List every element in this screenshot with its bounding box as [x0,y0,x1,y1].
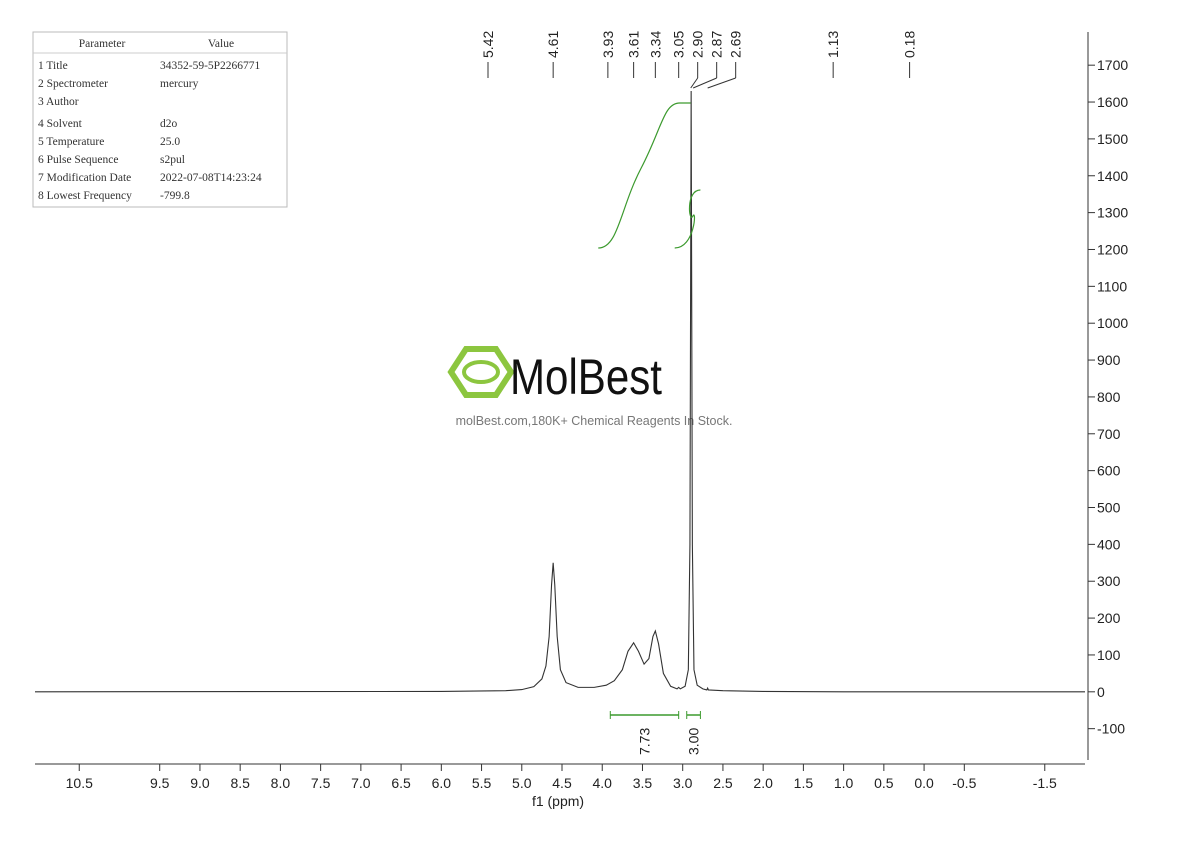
x-tick-label: 4.0 [593,775,613,791]
peak-label: 3.05 [671,31,687,58]
y-tick-label: 100 [1097,647,1121,663]
peak-label: 2.69 [728,31,744,58]
table-cell: 2 Spectrometer [38,78,108,90]
x-tick-label: 1.0 [834,775,854,791]
peak-connector [690,77,699,89]
logo-ring [462,360,500,384]
table-cell: -799.8 [160,190,190,202]
x-tick-label: 3.0 [673,775,693,791]
peak-label: 5.42 [480,31,496,58]
y-tick-label: 1500 [1097,131,1128,147]
table-cell: 34352-59-5P2266771 [160,60,261,72]
x-tick-label: 2.0 [753,775,773,791]
table-cell: 7 Modification Date [38,172,131,184]
x-tick-label: -1.5 [1033,775,1057,791]
integral-curve [598,102,691,249]
x-tick-label: 9.0 [190,775,210,791]
integral-curve [674,189,701,249]
table-cell: s2pul [160,154,185,166]
brand: MolBest [510,349,662,405]
peak-label: 3.61 [626,31,642,58]
x-tick-label: 5.5 [472,775,492,791]
table-cell: 8 Lowest Frequency [38,190,132,202]
x-tick-label: 5.0 [512,775,532,791]
y-tick-label: 1400 [1097,168,1128,184]
x-tick-label: 2.5 [713,775,733,791]
table-cell: d2o [160,118,178,130]
x-tick-label: 8.0 [271,775,291,791]
table-cell: 1 Title [38,60,68,72]
y-tick-label: -100 [1097,721,1125,737]
x-tick-label: 10.5 [66,775,93,791]
y-tick-label: 500 [1097,500,1121,516]
x-tick-label: -0.5 [952,775,976,791]
y-tick-label: 600 [1097,463,1121,479]
parameter-table: Parameter Value 1 Title 34352-59-5P2266771 2… [32,31,288,208]
table-cell: 3 Author [38,96,79,108]
table-cell: 4 Solvent [38,118,83,130]
x-tick-label: 9.5 [150,775,170,791]
y-tick-label: 1200 [1097,241,1128,257]
x-tick-label: 4.5 [552,775,572,791]
table-cell: mercury [160,78,199,90]
peak-label: 0.18 [902,31,918,58]
x-tick-label: 7.5 [311,775,331,791]
peak-connector [692,77,717,89]
y-tick-label: 900 [1097,352,1121,368]
table-cell: 25.0 [160,136,180,148]
y-tick-label: 400 [1097,536,1121,552]
table-cell: 2022-07-08T14:23:24 [160,172,262,184]
x-tick-label: 0.5 [874,775,894,791]
integral-label: 3.00 [686,728,702,755]
peak-connector [707,77,736,89]
x-tick-label: 1.5 [794,775,814,791]
y-tick-label: 800 [1097,389,1121,405]
table-cell: 6 Pulse Sequence [38,154,118,166]
y-tick-label: 700 [1097,426,1121,442]
y-tick-label: 200 [1097,610,1121,626]
peak-label: 2.87 [709,31,725,58]
x-tick-label: 6.0 [432,775,452,791]
watermark: MolBest molBest.com,180K+ Chemical Reage… [447,346,733,428]
tagline: molBest.com,180K+ Chemical Reagents In S… [456,414,733,428]
x-tick-label: 0.0 [914,775,934,791]
x-tick-label: 7.0 [351,775,371,791]
peak-label: 1.13 [825,31,841,58]
y-tick-label: 1700 [1097,57,1128,73]
x-axis-label: f1 (ppm) [532,793,584,809]
y-tick-label: 0 [1097,684,1105,700]
table-border [32,31,288,208]
table-cell: 5 Temperature [38,136,104,148]
y-tick-label: 300 [1097,573,1121,589]
table-header: Value [208,38,234,50]
x-tick-label: 6.5 [391,775,411,791]
peak-label: 3.34 [647,31,663,58]
y-tick-label: 1100 [1097,278,1127,294]
y-tick-label: 1600 [1097,94,1128,110]
peak-label: 2.90 [690,31,706,58]
peak-label: 4.61 [545,31,561,58]
x-tick-label: 3.5 [633,775,653,791]
logo-hexagon [447,346,515,398]
y-tick-label: 1300 [1097,205,1128,221]
x-tick-label: 8.5 [230,775,250,791]
table-header: Parameter [79,38,126,50]
y-tick-label: 1000 [1097,315,1128,331]
peak-label: 3.93 [600,31,616,58]
integral-label: 7.73 [636,728,652,755]
spectrum-line [34,90,1085,693]
